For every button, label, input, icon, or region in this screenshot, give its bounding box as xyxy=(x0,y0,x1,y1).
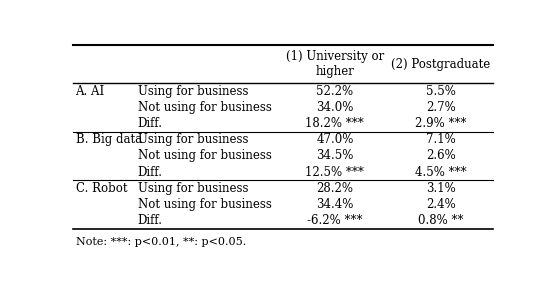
Text: Using for business: Using for business xyxy=(138,85,248,98)
Text: 7.1%: 7.1% xyxy=(426,133,456,146)
Text: -6.2% ***: -6.2% *** xyxy=(307,214,363,227)
Text: 34.4%: 34.4% xyxy=(316,198,353,211)
Text: 34.0%: 34.0% xyxy=(316,101,353,114)
Text: Diff.: Diff. xyxy=(138,166,163,179)
Text: Diff.: Diff. xyxy=(138,117,163,130)
Text: Note: ***: p<0.01, **: p<0.05.: Note: ***: p<0.01, **: p<0.05. xyxy=(76,237,246,247)
Text: (1) University or
higher: (1) University or higher xyxy=(286,50,384,78)
Text: 3.1%: 3.1% xyxy=(426,182,456,195)
Text: 2.4%: 2.4% xyxy=(426,198,456,211)
Text: (2) Postgraduate: (2) Postgraduate xyxy=(392,58,491,71)
Text: 2.6%: 2.6% xyxy=(426,150,456,162)
Text: 28.2%: 28.2% xyxy=(316,182,353,195)
Text: C. Robot: C. Robot xyxy=(76,182,127,195)
Text: 18.2% ***: 18.2% *** xyxy=(305,117,364,130)
Text: A. AI: A. AI xyxy=(76,85,105,98)
Text: Not using for business: Not using for business xyxy=(138,198,272,211)
Text: B. Big data: B. Big data xyxy=(76,133,142,146)
Text: Using for business: Using for business xyxy=(138,182,248,195)
Text: 34.5%: 34.5% xyxy=(316,150,353,162)
Text: 12.5% ***: 12.5% *** xyxy=(305,166,364,179)
Text: Not using for business: Not using for business xyxy=(138,150,272,162)
Text: 4.5% ***: 4.5% *** xyxy=(415,166,467,179)
Text: 0.8% **: 0.8% ** xyxy=(418,214,463,227)
Text: 2.9% ***: 2.9% *** xyxy=(415,117,467,130)
Text: Diff.: Diff. xyxy=(138,214,163,227)
Text: 52.2%: 52.2% xyxy=(316,85,353,98)
Text: 47.0%: 47.0% xyxy=(316,133,353,146)
Text: 2.7%: 2.7% xyxy=(426,101,456,114)
Text: Not using for business: Not using for business xyxy=(138,101,272,114)
Text: Using for business: Using for business xyxy=(138,133,248,146)
Text: 5.5%: 5.5% xyxy=(426,85,456,98)
